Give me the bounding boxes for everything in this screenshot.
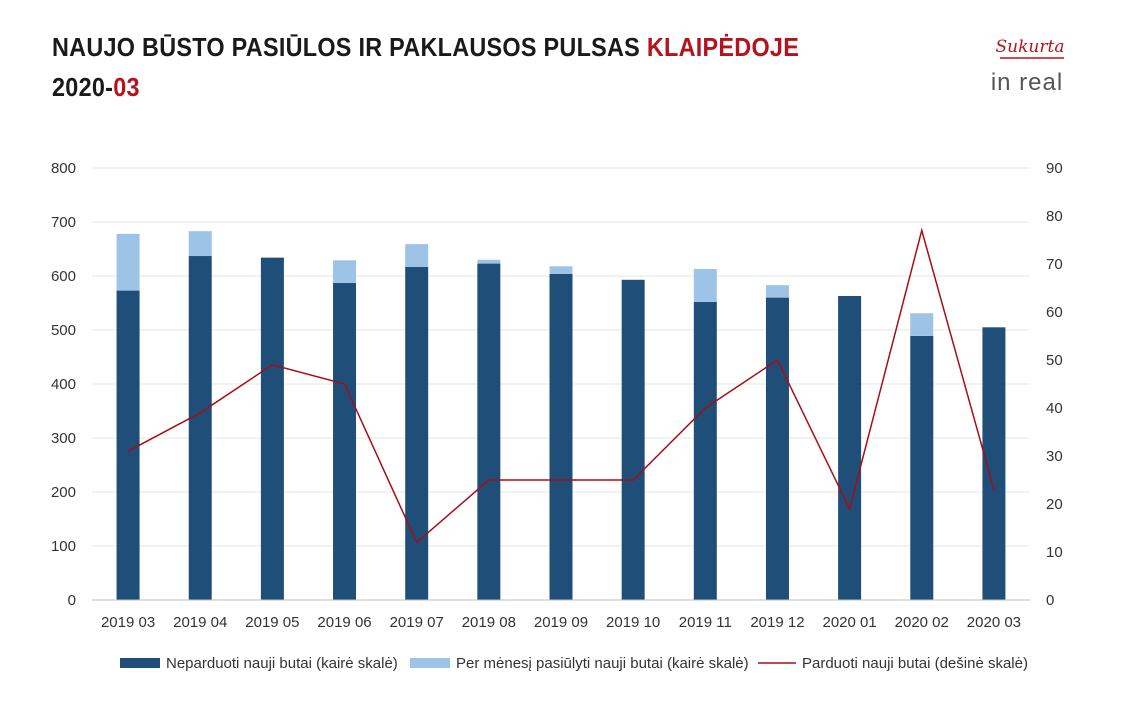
title-main: NAUJO BŪSTO PASIŪLOS IR PAKLAUSOS PULSAS — [52, 32, 647, 62]
sold-point — [704, 407, 707, 409]
legend-label-sold: Parduoti nauji butai (dešinė skalė) — [802, 655, 1028, 672]
date-year: 2020- — [52, 72, 114, 102]
y-right-tick-label: 30 — [1046, 448, 1063, 465]
bar-unsold — [982, 327, 1006, 600]
sold-point — [488, 479, 490, 481]
chart-subtitle: 2020-03 — [52, 72, 140, 103]
legend-label-unsold: Neparduoti nauji butai (kairė skalė) — [166, 655, 398, 672]
logo-script-text: Sukurta — [996, 37, 1065, 57]
x-tick-label: 2019 11 — [679, 614, 732, 631]
y-left-tick-label: 200 — [51, 484, 76, 501]
sold-point — [560, 479, 562, 481]
sold-point — [415, 541, 418, 544]
bar-unsold — [621, 279, 645, 600]
bar-unsold — [477, 263, 501, 600]
bar-unsold — [333, 283, 357, 600]
x-tick-label: 2020 01 — [822, 614, 876, 631]
bar-offered — [477, 259, 501, 264]
sold-point — [199, 412, 202, 414]
bar-unsold — [765, 297, 789, 600]
legend-swatch-offered — [410, 658, 450, 668]
y-right-tick-label: 40 — [1046, 400, 1063, 417]
chart-title: NAUJO BŪSTO PASIŪLOS IR PAKLAUSOS PULSAS… — [52, 32, 799, 63]
date-month: 03 — [113, 72, 140, 102]
bar-offered — [910, 313, 934, 336]
y-right-tick-label: 50 — [1046, 352, 1063, 369]
sold-point — [848, 508, 851, 510]
bar-unsold — [838, 295, 862, 600]
bar-offered — [333, 260, 357, 284]
sold-point — [271, 364, 274, 366]
bar-offered — [549, 266, 573, 274]
bar-unsold — [188, 256, 212, 600]
sold-point — [632, 479, 634, 481]
y-left-tick-label: 300 — [51, 430, 76, 447]
legend: Neparduoti nauji butai (kairė skalė) Per … — [120, 655, 1028, 672]
legend-label-offered: Per mėnesį pasiūlyti nauji butai (kairė … — [456, 655, 749, 672]
inreal-logo: Sukurta in real — [991, 37, 1065, 96]
y-left-tick-label: 600 — [51, 268, 76, 285]
x-tick-label: 2019 06 — [317, 614, 371, 631]
bar-unsold — [910, 335, 934, 600]
x-tick-label: 2019 04 — [173, 614, 227, 631]
sold-point — [776, 359, 779, 361]
bar-unsold — [693, 301, 717, 600]
x-tick-label: 2019 10 — [606, 614, 660, 631]
bars — [116, 231, 1006, 600]
x-tick-label: 2019 12 — [750, 614, 804, 631]
x-tick-label: 2019 09 — [534, 614, 588, 631]
sold-point — [127, 450, 129, 453]
bar-offered — [693, 268, 717, 302]
bar-offered — [188, 231, 212, 257]
y-left-tick-label: 0 — [68, 592, 76, 609]
x-tick-label: 2019 07 — [390, 614, 444, 631]
sold-point — [993, 488, 995, 491]
y-left-tick-label: 500 — [51, 322, 76, 339]
title-city: KLAIPĖDOJE — [646, 32, 800, 62]
legend-swatch-unsold — [120, 658, 160, 668]
x-tick-label: 2019 03 — [101, 614, 155, 631]
sold-point — [343, 383, 346, 385]
y-left-tick-label: 400 — [51, 376, 76, 393]
y-left-tick-label: 100 — [51, 538, 76, 555]
bar-unsold — [405, 266, 429, 600]
bar-offered — [405, 244, 429, 267]
x-tick-label: 2019 08 — [462, 614, 516, 631]
y-right-tick-label: 90 — [1046, 160, 1063, 177]
y-right-tick-label: 0 — [1046, 592, 1054, 609]
y-right-tick-label: 10 — [1046, 544, 1063, 561]
y-left-tick-label: 700 — [51, 214, 76, 231]
y-right-tick-label: 20 — [1046, 496, 1063, 513]
y-right-tick-label: 70 — [1046, 256, 1063, 273]
bar-offered — [765, 285, 789, 298]
bar-unsold — [549, 273, 573, 600]
bar-unsold — [260, 257, 284, 600]
sold-line-layer — [127, 227, 995, 544]
axes: 0 100 200 300 400 500 600 700 800 0 10 20 30 40 50 60 70… — [51, 160, 1063, 631]
y-right-tick-label: 60 — [1046, 304, 1063, 321]
x-tick-label: 2019 05 — [245, 614, 299, 631]
logo-brand-text: in real — [991, 69, 1063, 96]
x-tick-label: 2020 02 — [895, 614, 949, 631]
y-left-tick-label: 800 — [51, 160, 76, 177]
bar-unsold — [116, 290, 140, 600]
x-tick-label: 2020 03 — [967, 614, 1021, 631]
bar-offered — [116, 233, 140, 291]
sold-point — [920, 229, 923, 232]
y-right-tick-label: 80 — [1046, 208, 1063, 225]
